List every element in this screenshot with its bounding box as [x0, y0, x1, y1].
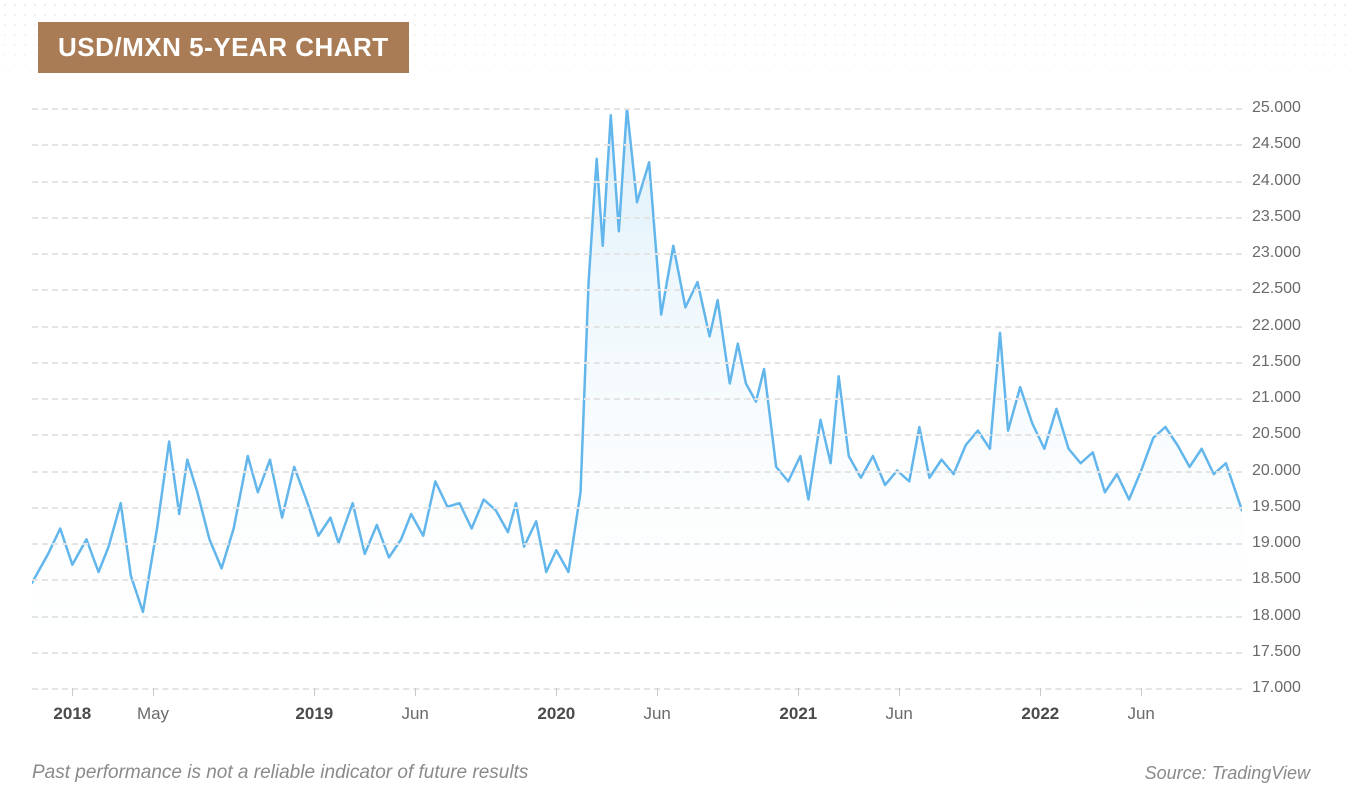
y-axis-label: 24.500 [1252, 135, 1301, 153]
y-axis-label: 17.500 [1252, 643, 1301, 661]
grid-line [32, 434, 1242, 436]
x-tick [899, 688, 900, 696]
grid-line [32, 144, 1242, 146]
x-axis-label: May [137, 704, 169, 724]
x-axis-label: 2022 [1021, 704, 1059, 724]
grid-line [32, 181, 1242, 183]
y-axis-label: 23.000 [1252, 244, 1301, 262]
grid-line [32, 652, 1242, 654]
x-axis-label: 2019 [295, 704, 333, 724]
chart-title-badge: USD/MXN 5-YEAR CHART [38, 22, 409, 73]
chart-plot-area [32, 108, 1242, 688]
y-axis-label: 21.000 [1252, 389, 1301, 407]
grid-line [32, 579, 1242, 581]
y-axis-label: 20.500 [1252, 425, 1301, 443]
grid-line [32, 507, 1242, 509]
y-axis-label: 18.000 [1252, 607, 1301, 625]
x-axis-label: 2021 [779, 704, 817, 724]
y-axis-label: 22.500 [1252, 280, 1301, 298]
y-axis-label: 20.000 [1252, 462, 1301, 480]
y-axis-label: 23.500 [1252, 208, 1301, 226]
x-axis-label: 2018 [53, 704, 91, 724]
x-axis-label: 2020 [537, 704, 575, 724]
source-text: Source: TradingView [1145, 763, 1310, 784]
disclaimer-text: Past performance is not a reliable indic… [32, 762, 528, 784]
grid-line [32, 616, 1242, 618]
y-axis-label: 19.500 [1252, 498, 1301, 516]
x-axis-label: Jun [643, 704, 670, 724]
grid-line [32, 289, 1242, 291]
chart-container: 17.000 17.500 18.000 18.500 19.000 19.500 20.0… [32, 108, 1322, 728]
grid-line [32, 362, 1242, 364]
x-tick [1040, 688, 1041, 696]
x-tick [72, 688, 73, 696]
x-tick [153, 688, 154, 696]
x-axis-label: Jun [885, 704, 912, 724]
y-axis-label: 21.500 [1252, 353, 1301, 371]
grid-line [32, 217, 1242, 219]
x-tick [314, 688, 315, 696]
x-tick [798, 688, 799, 696]
x-tick [556, 688, 557, 696]
y-axis-label: 22.000 [1252, 317, 1301, 335]
x-tick [1141, 688, 1142, 696]
grid-line [32, 108, 1242, 110]
x-axis-label: Jun [1127, 704, 1154, 724]
grid-line [32, 471, 1242, 473]
y-axis-label: 25.000 [1252, 99, 1301, 117]
grid-line [32, 543, 1242, 545]
grid-line [32, 326, 1242, 328]
x-tick [415, 688, 416, 696]
grid-line [32, 398, 1242, 400]
x-axis-label: Jun [401, 704, 428, 724]
y-axis-label: 24.000 [1252, 172, 1301, 190]
x-tick [657, 688, 658, 696]
y-axis-label: 19.000 [1252, 534, 1301, 552]
y-axis-label: 17.000 [1252, 679, 1301, 697]
y-axis-label: 18.500 [1252, 570, 1301, 588]
grid-line [32, 688, 1242, 690]
grid-line [32, 253, 1242, 255]
